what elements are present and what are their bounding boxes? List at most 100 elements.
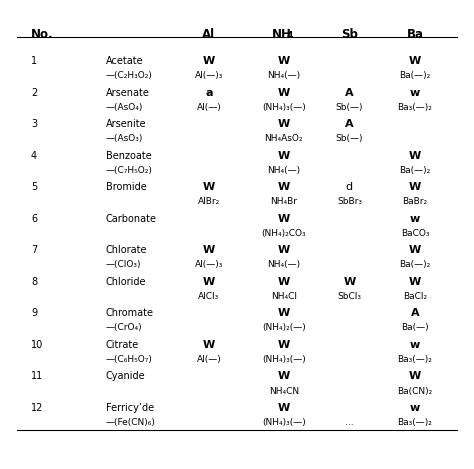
Text: —(ClO₃): —(ClO₃) <box>106 260 141 270</box>
Text: Al: Al <box>202 28 216 41</box>
Text: Bromide: Bromide <box>106 182 146 192</box>
Text: W: W <box>278 277 290 287</box>
Text: w: w <box>410 340 420 350</box>
Text: NH₄(—): NH₄(—) <box>267 166 301 175</box>
Text: W: W <box>203 277 215 287</box>
Text: w: w <box>410 214 420 224</box>
Text: Ba₃(—)₂: Ba₃(—)₂ <box>398 355 432 364</box>
Text: Al(—): Al(—) <box>197 103 221 112</box>
Text: Ba(—)₂: Ba(—)₂ <box>400 71 431 80</box>
Text: (NH₄)₂(—): (NH₄)₂(—) <box>262 324 306 333</box>
Text: W: W <box>409 277 421 287</box>
Text: NH₄Cl: NH₄Cl <box>271 292 297 301</box>
Text: Al(—)₃: Al(—)₃ <box>195 260 223 270</box>
Text: w: w <box>410 403 420 413</box>
Text: —(AsO₃): —(AsO₃) <box>106 135 143 144</box>
Text: Acetate: Acetate <box>106 56 144 66</box>
Text: 9: 9 <box>31 308 37 318</box>
Text: A: A <box>410 308 419 318</box>
Text: (NH₄)₃(—): (NH₄)₃(—) <box>262 418 306 427</box>
Text: a: a <box>205 88 213 98</box>
Text: BaCl₂: BaCl₂ <box>403 292 427 301</box>
Text: Ferricy’de: Ferricy’de <box>106 403 154 413</box>
Text: BaBr₂: BaBr₂ <box>402 197 428 206</box>
Text: BaCO₃: BaCO₃ <box>401 229 429 238</box>
Text: 1: 1 <box>31 56 37 66</box>
Text: SbCl₃: SbCl₃ <box>337 292 362 301</box>
Text: W: W <box>203 245 215 255</box>
Text: W: W <box>409 182 421 192</box>
Text: 4: 4 <box>286 31 292 40</box>
Text: NH₄AsO₂: NH₄AsO₂ <box>264 135 303 144</box>
Text: W: W <box>409 371 421 381</box>
Text: NH₄CN: NH₄CN <box>269 386 299 395</box>
Text: —(C₆H₅O₇): —(C₆H₅O₇) <box>106 355 153 364</box>
Text: NH₄(—): NH₄(—) <box>267 71 301 80</box>
Text: SbBr₃: SbBr₃ <box>337 197 362 206</box>
Text: A: A <box>345 88 354 98</box>
Text: (NH₄)₂CO₃: (NH₄)₂CO₃ <box>262 229 306 238</box>
Text: W: W <box>278 56 290 66</box>
Text: 6: 6 <box>31 214 37 224</box>
Text: No.: No. <box>31 28 54 41</box>
Text: NH: NH <box>272 28 292 41</box>
Text: —(AsO₄): —(AsO₄) <box>106 103 143 112</box>
Text: W: W <box>409 245 421 255</box>
Text: Ba₃(—)₂: Ba₃(—)₂ <box>398 103 432 112</box>
Text: AlBr₂: AlBr₂ <box>198 197 220 206</box>
Text: Ba(CN)₂: Ba(CN)₂ <box>397 386 433 395</box>
Text: Chromate: Chromate <box>106 308 154 318</box>
Text: W: W <box>278 119 290 129</box>
Text: NH₄Br: NH₄Br <box>270 197 297 206</box>
Text: Ba(—)₂: Ba(—)₂ <box>400 260 431 270</box>
Text: A: A <box>345 119 354 129</box>
Text: 11: 11 <box>31 371 43 381</box>
Text: —(C₂H₃O₂): —(C₂H₃O₂) <box>106 71 153 80</box>
Text: Sb: Sb <box>341 28 358 41</box>
Text: W: W <box>278 182 290 192</box>
Text: w: w <box>410 88 420 98</box>
Text: W: W <box>203 56 215 66</box>
Text: W: W <box>278 88 290 98</box>
Text: W: W <box>278 371 290 381</box>
Text: Ba: Ba <box>407 28 423 41</box>
Text: (NH₄)₃(—): (NH₄)₃(—) <box>262 103 306 112</box>
Text: 2: 2 <box>31 88 37 98</box>
Text: 12: 12 <box>31 403 43 413</box>
Text: Citrate: Citrate <box>106 340 139 350</box>
Text: 5: 5 <box>31 182 37 192</box>
Text: 7: 7 <box>31 245 37 255</box>
Text: Ba(—): Ba(—) <box>401 324 429 333</box>
Text: Sb(—): Sb(—) <box>336 103 363 112</box>
Text: 3: 3 <box>31 119 37 129</box>
Text: NH₄(—): NH₄(—) <box>267 260 301 270</box>
Text: W: W <box>278 340 290 350</box>
Text: Cyanide: Cyanide <box>106 371 146 381</box>
Text: W: W <box>203 182 215 192</box>
Text: Carbonate: Carbonate <box>106 214 157 224</box>
Text: d: d <box>346 182 353 192</box>
Text: —(Fe(CN)₆): —(Fe(CN)₆) <box>106 418 156 427</box>
Text: 8: 8 <box>31 277 37 287</box>
Text: W: W <box>278 403 290 413</box>
Text: Ba₃(—)₂: Ba₃(—)₂ <box>398 418 432 427</box>
Text: Chloride: Chloride <box>106 277 146 287</box>
Text: Chlorate: Chlorate <box>106 245 147 255</box>
Text: —(CrO₄): —(CrO₄) <box>106 324 143 333</box>
Text: 4: 4 <box>31 151 37 160</box>
Text: W: W <box>278 151 290 160</box>
Text: ...: ... <box>345 418 354 427</box>
Text: Al(—)₃: Al(—)₃ <box>195 71 223 80</box>
Text: Arsenite: Arsenite <box>106 119 146 129</box>
Text: Benzoate: Benzoate <box>106 151 152 160</box>
Text: Ba(—)₂: Ba(—)₂ <box>400 166 431 175</box>
Text: W: W <box>278 245 290 255</box>
Text: Arsenate: Arsenate <box>106 88 150 98</box>
Text: —(C₇H₅O₂): —(C₇H₅O₂) <box>106 166 153 175</box>
Text: W: W <box>409 56 421 66</box>
Text: (NH₄)₃(—): (NH₄)₃(—) <box>262 355 306 364</box>
Text: W: W <box>278 214 290 224</box>
Text: 10: 10 <box>31 340 43 350</box>
Text: W: W <box>278 308 290 318</box>
Text: Al(—): Al(—) <box>197 355 221 364</box>
